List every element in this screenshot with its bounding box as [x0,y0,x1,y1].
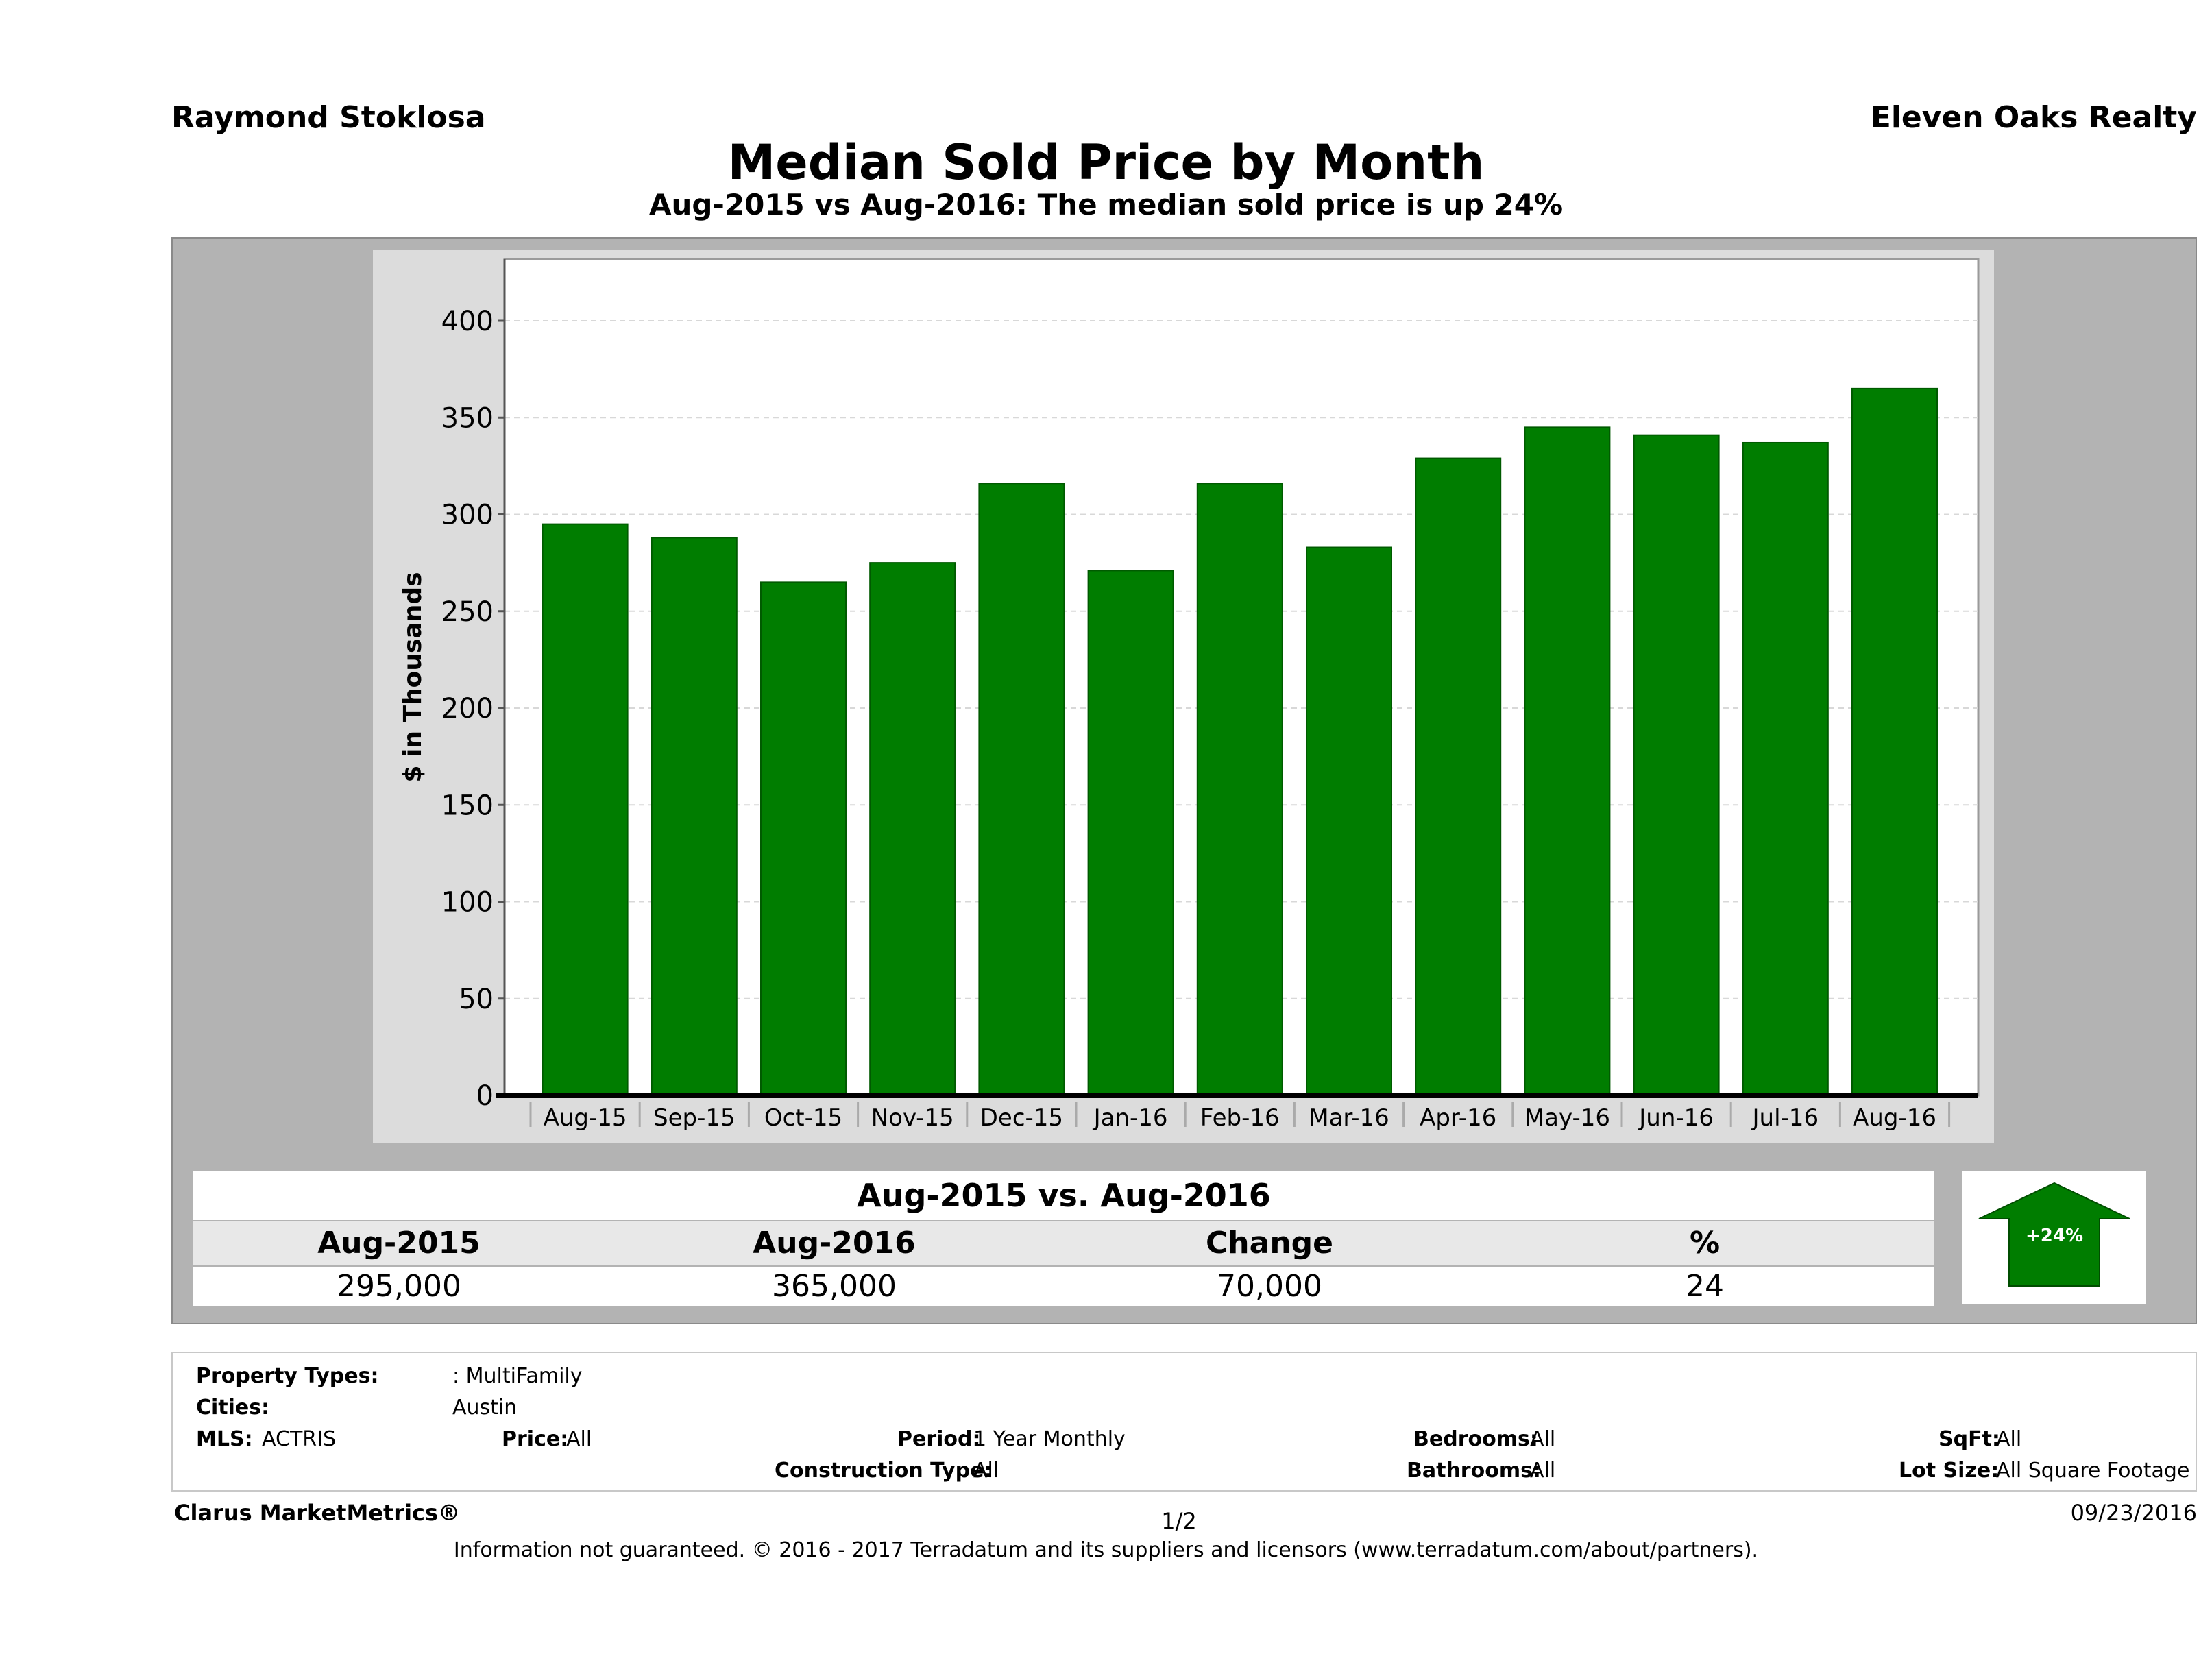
change-badge-label: +24% [2025,1226,2084,1246]
property-types-value: : MultiFamily [452,1364,583,1388]
y-tick-label: 100 [441,887,494,919]
x-tick-label: May-16 [1524,1104,1610,1132]
y-axis-label: $ in Thousands [399,572,427,782]
x-tick-label: Nov-15 [871,1104,954,1132]
bar-apr-16 [1415,457,1502,1096]
value-aug-2015: 295,000 [337,1269,461,1304]
bar-jul-16 [1742,441,1829,1097]
lot-size-label: Lot Size: [1899,1459,2000,1483]
x-tick-label: Jul-16 [1751,1104,1819,1132]
bedrooms-label: Bedrooms: [1413,1427,1538,1451]
sqft-label: SqFt: [1938,1427,2000,1451]
x-tick-label: Sep-15 [653,1104,736,1132]
y-tick-label: 50 [459,984,494,1015]
bathrooms-value: All [1530,1459,1556,1483]
page-number: 1/2 [1161,1508,1197,1534]
value-percent: 24 [1686,1269,1724,1304]
construction-type-value: All [973,1459,999,1483]
bar-chart: 0 50 100 150 200 250 300 350 400 Aug-15 Sep-15 Oct… [399,258,1980,1132]
bar-sep-15 [651,537,738,1096]
up-arrow-icon [1978,1182,2130,1287]
price-value: All [566,1427,592,1451]
lot-size-value: All Square Footage [1996,1459,2190,1483]
x-axis-ticks: Aug-15 Sep-15 Oct-15 Nov-15 Dec-15 Jan-16 Feb-… [529,1102,1951,1132]
x-tick-label: Jan-16 [1093,1104,1168,1132]
footer-brand: Clarus MarketMetrics® [174,1500,461,1526]
value-aug-2016: 365,000 [772,1269,897,1304]
x-tick-label: Apr-16 [1420,1104,1496,1132]
y-tick-label: 400 [441,306,494,337]
agent-name: Raymond Stoklosa [171,100,486,135]
y-tick-label: 200 [441,693,494,725]
mls-label: MLS: [196,1427,253,1451]
y-tick-label: 300 [441,500,494,531]
bar-jun-16 [1633,434,1720,1096]
brokerage-name: Eleven Oaks Realty [1870,100,2197,135]
header-aug-2015: Aug-2015 [317,1226,481,1261]
y-tick-label: 150 [441,790,494,821]
bar-aug-16 [1851,387,1938,1096]
value-change: 70,000 [1217,1269,1322,1304]
x-tick-label: Mar-16 [1309,1104,1389,1132]
comparison-value-row: 295,000 365,000 70,000 24 [193,1267,1934,1306]
bar-feb-16 [1196,483,1283,1096]
chart-subtitle: Aug-2015 vs Aug-2016: The median sold pr… [648,188,1564,221]
bar-dec-15 [978,483,1065,1096]
y-tick-label: 0 [476,1080,494,1112]
construction-type-label: Construction Type: [775,1459,993,1483]
period-label: Period: [897,1427,981,1451]
bars [542,387,1938,1097]
bar-jan-16 [1087,570,1174,1096]
period-value: 1 Year Monthly [973,1427,1126,1451]
change-badge [1962,1171,2146,1304]
comparison-header-row: Aug-2015 Aug-2016 Change % [193,1221,1934,1265]
x-tick-label: Oct-15 [764,1104,842,1132]
sqft-value: All [1996,1427,2022,1451]
x-tick-label: Aug-16 [1853,1104,1936,1132]
y-tick-label: 350 [441,402,494,434]
bar-oct-15 [760,581,847,1096]
comparison-title: Aug-2015 vs. Aug-2016 [193,1171,1934,1220]
filter-panel [171,1352,2197,1492]
header-aug-2016: Aug-2016 [753,1226,916,1261]
y-axis-ticks: 0 50 100 150 200 250 300 350 400 [441,306,505,1112]
y-tick-label: 250 [441,596,494,628]
header-change: Change [1206,1226,1333,1261]
bar-mar-16 [1306,546,1392,1096]
header-percent: % [1689,1226,1721,1261]
mls-value: ACTRIS [262,1427,337,1451]
price-label: Price: [502,1427,569,1451]
x-tick-label: Jun-16 [1638,1104,1714,1132]
x-tick-label: Aug-15 [544,1104,627,1132]
bar-may-16 [1524,426,1611,1096]
bathrooms-label: Bathrooms: [1407,1459,1541,1483]
bar-aug-15 [542,523,629,1096]
disclaimer: Information not guaranteed. © 2016 - 201… [453,1538,1759,1562]
property-types-label: Property Types: [196,1364,379,1388]
x-tick-label: Dec-15 [980,1104,1063,1132]
cities-label: Cities: [196,1396,270,1420]
report-date: 09/23/2016 [2070,1500,2197,1526]
bar-nov-15 [869,562,956,1096]
bedrooms-value: All [1530,1427,1556,1451]
cities-value: Austin [452,1396,518,1420]
chart-title: Median Sold Price by Month [727,134,1485,191]
x-tick-label: Feb-16 [1200,1104,1280,1132]
